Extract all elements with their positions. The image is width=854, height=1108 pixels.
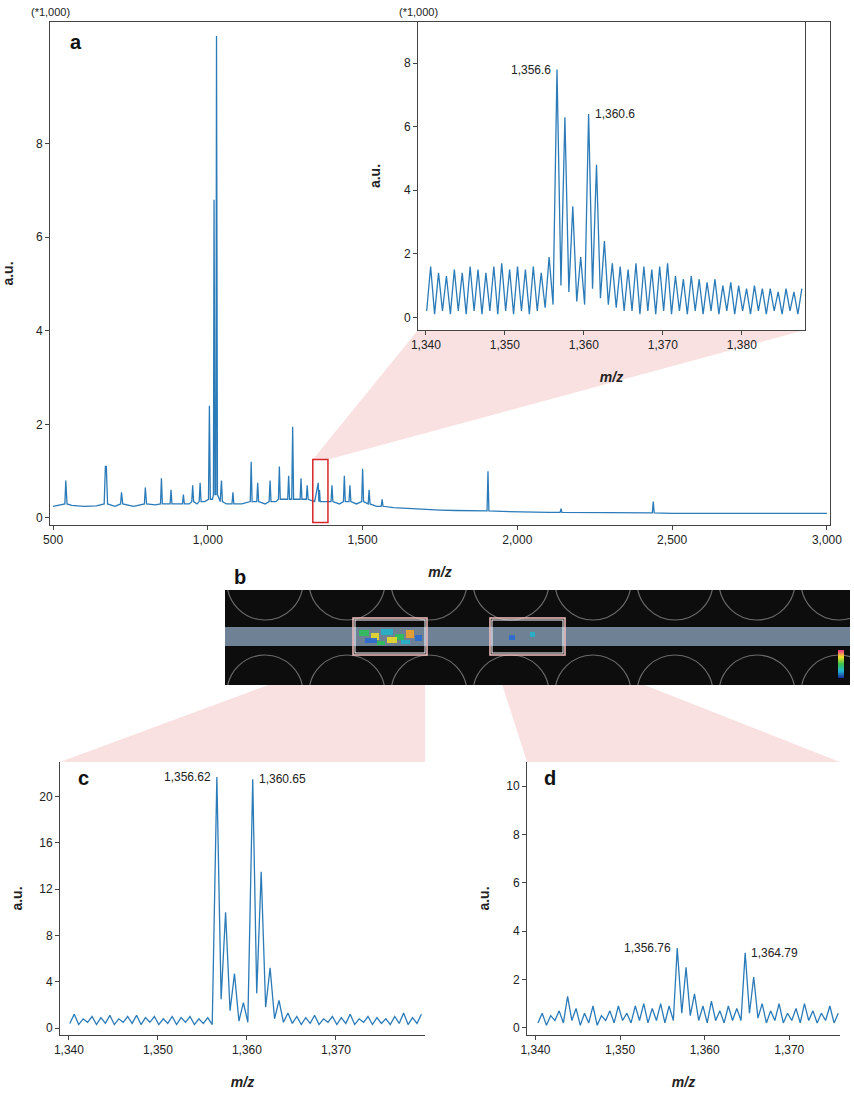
svg-text:1,360.65: 1,360.65 [259,772,306,786]
svg-text:a.u.: a.u. [9,886,25,910]
svg-text:1,370: 1,370 [774,1043,804,1057]
svg-text:1,350: 1,350 [143,1043,173,1057]
svg-text:2: 2 [404,247,411,261]
svg-text:a.u.: a.u. [367,164,383,188]
svg-text:1,340: 1,340 [520,1043,550,1057]
svg-text:1,364.79: 1,364.79 [751,946,798,960]
svg-text:1,360: 1,360 [232,1043,262,1057]
svg-text:1,500: 1,500 [348,533,378,547]
svg-text:2: 2 [513,973,520,987]
svg-text:1,370: 1,370 [321,1043,351,1057]
svg-text:1,000: 1,000 [193,533,223,547]
svg-text:m/z: m/z [672,1074,695,1090]
svg-text:6: 6 [513,876,520,890]
svg-text:8: 8 [46,929,53,943]
svg-text:500: 500 [43,533,63,547]
svg-text:8: 8 [404,56,411,70]
svg-text:1,340: 1,340 [411,338,441,352]
svg-text:1,356.62: 1,356.62 [164,770,211,784]
svg-text:1,350: 1,350 [605,1043,635,1057]
svg-text:2,000: 2,000 [502,533,532,547]
svg-text:2,500: 2,500 [657,533,687,547]
svg-text:0: 0 [513,1021,520,1035]
svg-text:8: 8 [513,828,520,842]
svg-text:1,360: 1,360 [569,338,599,352]
svg-text:1,360.6: 1,360.6 [595,107,635,121]
svg-text:c: c [78,767,89,789]
svg-text:0: 0 [36,511,43,525]
svg-text:a.u.: a.u. [0,261,16,285]
svg-text:20: 20 [39,790,53,804]
svg-text:4: 4 [404,183,411,197]
svg-text:1,340: 1,340 [54,1043,84,1057]
svg-text:1,350: 1,350 [490,338,520,352]
svg-text:m/z: m/z [428,564,451,580]
svg-text:1,380: 1,380 [727,338,757,352]
svg-text:10: 10 [506,779,520,793]
svg-text:16: 16 [39,836,53,850]
svg-text:0: 0 [404,311,411,325]
svg-text:0: 0 [46,1021,53,1035]
svg-text:1,356.76: 1,356.76 [624,941,671,955]
svg-text:m/z: m/z [231,1074,254,1090]
svg-text:8: 8 [36,137,43,151]
svg-text:12: 12 [39,882,53,896]
svg-text:1,360: 1,360 [690,1043,720,1057]
svg-text:2: 2 [36,418,43,432]
svg-text:4: 4 [513,924,520,938]
svg-text:6: 6 [404,120,411,134]
svg-text:4: 4 [36,324,43,338]
svg-text:1,356.6: 1,356.6 [511,63,551,77]
svg-text:d: d [544,767,556,789]
svg-text:b: b [234,566,246,588]
svg-text:(*1,000): (*1,000) [399,6,438,18]
svg-text:4: 4 [46,975,53,989]
svg-text:6: 6 [36,230,43,244]
svg-text:a.u.: a.u. [476,886,492,910]
svg-text:(*1,000): (*1,000) [31,6,70,18]
svg-text:m/z: m/z [600,369,623,385]
svg-text:3,000: 3,000 [812,533,842,547]
svg-text:a: a [70,31,82,53]
svg-text:1,370: 1,370 [648,338,678,352]
